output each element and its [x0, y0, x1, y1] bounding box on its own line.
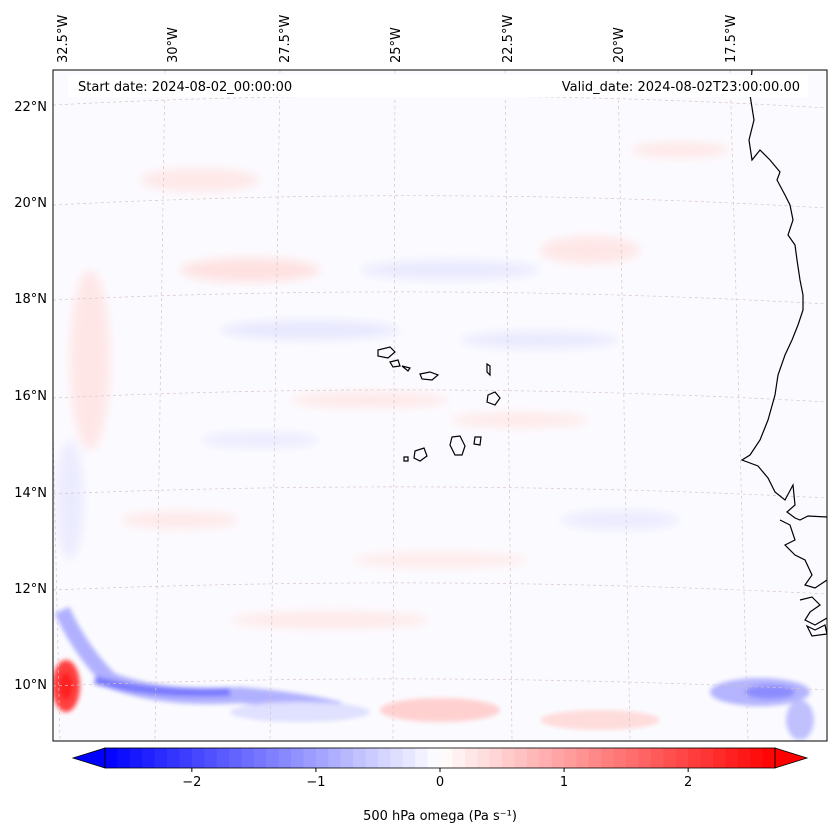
colorbar-cell: [129, 748, 143, 768]
colorbar-cell: [427, 748, 441, 768]
colorbar-label: 500 hPa omega (Pa s⁻¹): [363, 809, 517, 824]
lon-label: 17.5°W: [724, 15, 739, 63]
map-panel: Start date: 2024-08-02_00:00:00 Valid_da…: [52, 69, 828, 742]
colorbar-cell: [464, 748, 478, 768]
colorbar-cell: [291, 748, 305, 768]
colorbar-cell: [229, 748, 242, 768]
lat-label: 20°N: [14, 196, 47, 211]
colorbar-cell: [452, 748, 466, 768]
colorbar-cell: [154, 748, 168, 768]
colorbar-cell: [142, 748, 156, 768]
colorbar-cell: [241, 748, 255, 768]
map-frame: [52, 69, 828, 742]
colorbar: −2 −1 0 1 2 500 hPa omega (Pa s⁻¹): [71, 747, 809, 824]
lat-label: 10°N: [14, 678, 47, 693]
lat-label: 16°N: [14, 389, 47, 404]
lat-label: 22°N: [14, 100, 47, 115]
omega-field: [53, 142, 814, 740]
colorbar-tick-label: 0: [436, 775, 444, 790]
colorbar-cell: [712, 748, 726, 768]
colorbar-tick-label: 2: [684, 775, 692, 790]
colorbar-cell: [700, 748, 714, 768]
colorbar-cell: [105, 748, 118, 768]
colorbar-cell: [688, 748, 702, 768]
colorbar-tick-label: −2: [182, 775, 201, 790]
colorbar-cell: [266, 748, 280, 768]
colorbar-cell: [613, 748, 627, 768]
colorbar-ticks: −2 −1 0 1 2: [182, 768, 692, 790]
colorbar-tick-label: 1: [560, 775, 568, 790]
colorbar-cell: [489, 748, 503, 768]
colorbar-cell: [204, 748, 218, 768]
colorbar-cell: [601, 748, 615, 768]
colorbar-cell: [551, 748, 565, 768]
lon-label: 20°W: [612, 27, 627, 63]
colorbar-cell: [365, 748, 379, 768]
colorbar-cell: [737, 748, 751, 768]
colorbar-cell: [167, 748, 180, 768]
colorbar-cells: [105, 748, 776, 768]
colorbar-cell: [588, 748, 602, 768]
colorbar-cell: [390, 748, 404, 768]
colorbar-cell: [539, 748, 553, 768]
colorbar-cell: [191, 748, 205, 768]
start-date-label: Start date: 2024-08-02_00:00:00: [78, 80, 292, 95]
colorbar-cell: [514, 748, 528, 768]
colorbar-cell: [750, 748, 764, 768]
lon-label: 22.5°W: [501, 15, 516, 63]
colorbar-cell: [526, 748, 540, 768]
colorbar-cell: [117, 748, 131, 768]
longitude-labels: 32.5°W 30°W 27.5°W 25°W 22.5°W 20°W 17.5…: [56, 15, 739, 63]
colorbar-cell: [477, 748, 491, 768]
colorbar-cell: [315, 748, 329, 768]
colorbar-cell: [216, 748, 230, 768]
lat-label: 12°N: [14, 582, 47, 597]
colorbar-cell: [626, 748, 640, 768]
colorbar-high-extension: [774, 747, 809, 769]
colorbar-cell: [762, 748, 776, 768]
lon-label: 30°W: [166, 27, 181, 63]
colorbar-cell: [377, 748, 391, 768]
date-banner: [68, 75, 808, 97]
colorbar-cell: [650, 748, 664, 768]
colorbar-tick-label: −1: [306, 775, 325, 790]
lat-label: 14°N: [14, 486, 47, 501]
colorbar-cell: [402, 748, 416, 768]
valid-date-label: Valid_date: 2024-08-02T23:00:00.00: [562, 80, 800, 95]
colorbar-cell: [663, 748, 677, 768]
colorbar-cell: [179, 748, 193, 768]
latitude-labels: 22°N 20°N 18°N 16°N 14°N 12°N 10°N: [14, 100, 47, 693]
colorbar-cell: [502, 748, 515, 768]
africa-coastline: [740, 70, 827, 521]
lat-label: 18°N: [14, 292, 47, 307]
colorbar-cell: [328, 748, 342, 768]
lon-label: 27.5°W: [278, 15, 293, 63]
cape-verde-islands: [377, 346, 396, 359]
colorbar-cell: [278, 748, 292, 768]
colorbar-cell: [353, 748, 367, 768]
colorbar-cell: [253, 748, 267, 768]
colorbar-cell: [725, 748, 739, 768]
colorbar-cell: [564, 748, 577, 768]
colorbar-low-extension: [71, 747, 106, 769]
colorbar-cell: [675, 748, 689, 768]
colorbar-cell: [576, 748, 590, 768]
colorbar-cell: [303, 748, 317, 768]
lon-label: 32.5°W: [56, 15, 71, 63]
coastlines: [377, 70, 827, 637]
colorbar-cell: [340, 748, 354, 768]
colorbar-cell: [440, 748, 453, 768]
colorbar-cell: [638, 748, 652, 768]
colorbar-cell: [415, 748, 429, 768]
graticule: [53, 70, 827, 741]
lon-label: 25°W: [389, 27, 404, 63]
